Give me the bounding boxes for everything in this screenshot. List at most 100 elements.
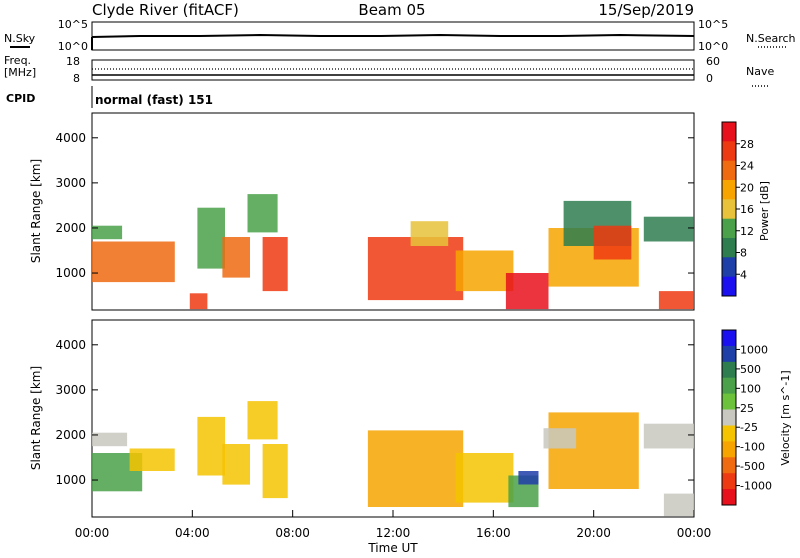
nsearch-label: N.Search xyxy=(746,32,796,45)
data-patch-4 xyxy=(222,237,250,278)
nsearch-tick-high: 10^5 xyxy=(698,18,728,31)
data-patch-13 xyxy=(643,423,694,449)
freq-tick-high: 18 xyxy=(66,55,80,68)
data-patch-4 xyxy=(222,444,250,485)
data-patch-0 xyxy=(92,225,123,240)
nsky-trace xyxy=(91,33,695,38)
colorbar-tick-label: -100 xyxy=(740,441,765,454)
data-patch-3 xyxy=(197,207,225,269)
nsky-tick-low: 10^0 xyxy=(58,40,88,53)
data-patch-5 xyxy=(247,401,278,440)
data-patch-2 xyxy=(189,293,208,310)
velocity-data xyxy=(92,401,694,517)
colorbar-tick-label: -25 xyxy=(740,421,758,434)
y-tick-label: 4000 xyxy=(55,338,86,352)
y-tick-label: 2000 xyxy=(55,221,86,235)
colorbar-tick-label: -1000 xyxy=(740,480,772,493)
colorbar-swatch xyxy=(722,409,736,426)
y-tick-label: 3000 xyxy=(55,383,86,397)
colorbar-swatch xyxy=(722,457,736,474)
colorbar-swatch xyxy=(722,345,736,363)
x-tick-label: 16:00 xyxy=(476,526,511,540)
x-tick-label: 08:00 xyxy=(275,526,310,540)
data-patch-10 xyxy=(518,471,539,485)
data-patch-1 xyxy=(92,241,175,283)
colorbar-swatch xyxy=(722,160,736,181)
data-patch-8 xyxy=(410,221,449,246)
cpid-label: CPID xyxy=(6,92,35,105)
data-patch-8 xyxy=(455,453,514,503)
colorbar-tick-label: 8 xyxy=(740,247,747,260)
data-patch-14 xyxy=(643,216,694,242)
colorbar-tick-label: 12 xyxy=(740,225,754,238)
colorbar-swatch xyxy=(722,141,736,162)
data-patch-0 xyxy=(92,432,128,447)
data-patch-6 xyxy=(262,237,288,292)
colorbar-swatch xyxy=(722,489,736,506)
colorbar-swatch xyxy=(722,218,736,239)
freq-label-2: [MHz] xyxy=(4,66,36,79)
x-axis-label: Time UT xyxy=(367,541,418,554)
cpid-text: normal (fast) 151 xyxy=(95,93,213,107)
x-tick-label: 00:00 xyxy=(75,526,110,540)
data-patch-2 xyxy=(129,448,175,471)
nsky-label: N.Sky xyxy=(4,32,36,45)
colorbar-frame xyxy=(721,329,737,506)
freq-panel xyxy=(91,59,695,81)
colorbar-tick-label: -500 xyxy=(740,460,765,473)
colorbar-tick-label: 25 xyxy=(740,402,754,415)
data-patch-15 xyxy=(658,291,694,310)
x-tick-label: 04:00 xyxy=(175,526,210,540)
colorbar-tick-label: 100 xyxy=(740,382,761,395)
data-patch-10 xyxy=(505,273,549,310)
colorbar-swatch xyxy=(722,238,736,258)
x-tick-label: 00:00 xyxy=(677,526,712,540)
colorbar-swatch xyxy=(722,425,736,442)
colorbar-swatch xyxy=(722,361,736,379)
data-patch-7 xyxy=(367,237,464,301)
colorbar-tick-label: 28 xyxy=(740,138,754,151)
y-tick-label: 1000 xyxy=(55,473,86,487)
power-data xyxy=(92,194,694,310)
colorbar-swatch xyxy=(722,441,736,458)
colorbar-swatch xyxy=(722,473,736,490)
x-axis: 00:00 04:00 08:00 12:00 16:00 20:00 00:00 xyxy=(75,510,712,540)
colorbar-swatch xyxy=(722,180,736,200)
colorbar-swatch xyxy=(722,276,736,297)
velocity-colorbar-label: Velocity [m s^-1] xyxy=(779,370,792,465)
data-patch-12 xyxy=(543,428,577,449)
nave-tick-high: 60 xyxy=(706,55,720,68)
station-title: Clyde River (fitACF) xyxy=(92,1,239,19)
colorbar-tick-label: 24 xyxy=(740,160,754,173)
colorbar-swatch xyxy=(722,199,736,220)
beam-title: Beam 05 xyxy=(358,1,425,19)
data-patch-7 xyxy=(367,430,464,507)
x-tick-label: 20:00 xyxy=(576,526,611,540)
data-patch-3 xyxy=(197,416,225,476)
freq-tick-low: 8 xyxy=(73,72,80,85)
colorbar-tick-label: 1000 xyxy=(740,343,768,356)
colorbar-tick-label: 4 xyxy=(740,268,747,281)
velocity-y-axis: 1000 2000 3000 4000 xyxy=(55,338,694,487)
power-y-axis: 1000 2000 3000 4000 xyxy=(55,131,694,280)
velocity-ylabel: Slant Range [km] xyxy=(29,366,43,470)
x-tick-label: 12:00 xyxy=(376,526,411,540)
nsky-tick-high: 10^5 xyxy=(58,18,88,31)
colorbar-tick-label: 500 xyxy=(740,363,761,376)
power-colorbar: 28 24 20 16 12 8 4 xyxy=(721,121,754,297)
power-ylabel: Slant Range [km] xyxy=(29,159,43,263)
data-patch-14 xyxy=(663,493,694,517)
data-patch-11 xyxy=(548,412,639,489)
colorbar-tick-label: 20 xyxy=(740,181,754,194)
colorbar-tick-label: 16 xyxy=(740,203,754,216)
data-patch-5 xyxy=(247,194,278,233)
freq-label-1: Freq. xyxy=(4,54,31,67)
colorbar-swatch xyxy=(722,122,736,142)
y-tick-label: 4000 xyxy=(55,131,86,145)
velocity-colorbar: 1000 500 100 25 -25 -100 -500 -1000 xyxy=(721,329,772,506)
data-patch-13 xyxy=(593,225,632,260)
y-tick-label: 3000 xyxy=(55,176,86,190)
colorbar-swatch xyxy=(722,330,736,347)
data-patch-6 xyxy=(262,444,288,499)
